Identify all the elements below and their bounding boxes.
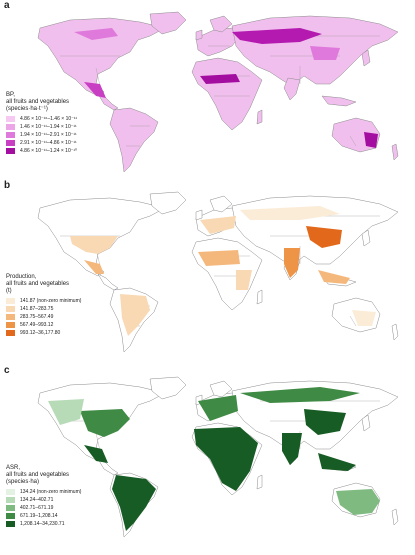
legend-swatch	[6, 505, 15, 511]
region-australia	[336, 489, 380, 515]
hotspot-china	[310, 46, 340, 60]
region-russia	[240, 206, 340, 220]
legend-label: 402.71–671.19	[20, 505, 54, 511]
region-east-africa	[236, 270, 252, 290]
hotspot-canada	[74, 28, 118, 40]
legend-item: 993.12–36,177.80	[6, 329, 81, 337]
hotspot-mexico	[84, 82, 106, 98]
legend-label: 1.94 × 10⁻¹¹–2.91 × 10⁻¹¹	[20, 132, 77, 138]
legend-swatch	[6, 298, 15, 304]
legend-swatch	[6, 132, 15, 138]
panel-label: b	[4, 180, 11, 191]
legend-item: 4.86 × 10⁻¹⁶–1.46 × 10⁻¹¹	[6, 115, 77, 123]
panel-label: a	[4, 0, 10, 11]
region-africa	[194, 427, 258, 491]
legend-item: 4.86 × 10⁻¹¹–1.24 × 10⁻¹⁰	[6, 147, 77, 155]
legend-item: 567.49–993.12	[6, 321, 81, 329]
legend-label: 141.87–283.75	[20, 306, 54, 312]
legend-swatch	[6, 521, 15, 527]
legend-item: 134.24–402.71	[6, 496, 81, 504]
hotspot-russia	[232, 28, 322, 44]
legend-swatch	[6, 140, 15, 146]
legend-label: 283.75–567.49	[20, 314, 54, 320]
legend-title: Production, all fruits and vegetables (t…	[6, 274, 70, 294]
legend-swatch	[6, 306, 15, 312]
legend-label: 134.24 (non-zero minimum)	[20, 489, 82, 495]
world-map	[37, 11, 399, 173]
legend-label: 567.49–993.12	[20, 322, 54, 328]
legend: ASR, all fruits and vegetables (species·…	[6, 465, 81, 528]
hotspot-west-africa	[200, 74, 240, 84]
legend-swatch	[6, 148, 15, 154]
region-india	[284, 248, 300, 278]
legend-item: 283.75–567.49	[6, 313, 81, 321]
legend-swatch	[6, 314, 15, 320]
legend-label: 1,208.14–34,230.71	[20, 521, 65, 527]
legend-item: 141.87–283.75	[6, 305, 81, 313]
region-europe	[198, 395, 238, 421]
legend-label: 141.87 (non-zero minimum)	[20, 298, 82, 304]
region-europe	[200, 216, 236, 234]
legend: BP, all fruits and vegetables (species·h…	[6, 92, 77, 155]
legend-item: 2.91 × 10⁻¹¹–4.86 × 10⁻¹¹	[6, 139, 77, 147]
legend-swatch	[6, 513, 15, 519]
hotspot-east-australia	[364, 132, 378, 148]
legend-swatch	[6, 124, 15, 130]
region-se-asia	[318, 453, 356, 471]
region-usa	[70, 236, 118, 254]
panel-label: c	[4, 365, 10, 376]
legend-item: 402.71–671.19	[6, 504, 81, 512]
legend-title: ASR, all fruits and vegetables (species·…	[6, 465, 70, 485]
legend-item: 1,208.14–34,230.71	[6, 520, 81, 528]
asr-regions	[48, 387, 380, 531]
legend-label: 4.86 × 10⁻¹⁶–1.46 × 10⁻¹¹	[20, 116, 78, 122]
production-regions	[70, 206, 376, 336]
legend-label: 134.24–402.71	[20, 497, 54, 503]
legend-label: 2.91 × 10⁻¹¹–4.86 × 10⁻¹¹	[20, 140, 77, 146]
region-north-america-west	[48, 399, 84, 425]
region-china	[304, 409, 346, 435]
legend-item: 1.46 × 10⁻¹¹–1.94 × 10⁻¹¹	[6, 123, 77, 131]
legend-label: 993.12–36,177.80	[20, 330, 61, 336]
legend-label: 4.86 × 10⁻¹¹–1.24 × 10⁻¹⁰	[20, 148, 78, 154]
region-australia	[352, 310, 376, 326]
legend-item: 134.24 (non-zero minimum)	[6, 488, 81, 496]
region-south-america	[112, 475, 156, 531]
region-south-america	[120, 294, 150, 336]
region-india	[282, 433, 302, 465]
hotspot-regions	[74, 28, 378, 148]
region-west-africa	[198, 250, 240, 266]
panel-c: c ASR, all fruits and vegetables (specie…	[0, 365, 415, 555]
legend-swatch	[6, 116, 15, 122]
land-outline	[37, 191, 399, 353]
region-mexico	[84, 445, 108, 463]
legend-item: 671.19–1,208.14	[6, 512, 81, 520]
legend-label: 671.19–1,208.14	[20, 513, 58, 519]
world-map	[37, 191, 399, 353]
world-map	[37, 376, 399, 538]
panel-b: b Production, all fruits and vegetables …	[0, 180, 415, 365]
legend-swatch	[6, 497, 15, 503]
region-russia	[240, 387, 360, 403]
legend-item: 1.94 × 10⁻¹¹–2.91 × 10⁻¹¹	[6, 131, 77, 139]
legend-swatch	[6, 489, 15, 495]
panel-a: a BP, all fruits and vegetables (species…	[0, 0, 415, 180]
legend-title: BP, all fruits and vegetables (species·h…	[6, 92, 70, 112]
region-china	[306, 226, 342, 248]
region-se-asia	[318, 270, 350, 284]
legend-item: 141.87 (non-zero minimum)	[6, 297, 81, 305]
legend-swatch	[6, 330, 15, 336]
region-mexico	[84, 260, 104, 274]
region-north-america-east	[80, 409, 130, 437]
legend-swatch	[6, 322, 15, 328]
legend: Production, all fruits and vegetables (t…	[6, 274, 81, 337]
legend-label: 1.46 × 10⁻¹¹–1.94 × 10⁻¹¹	[20, 124, 77, 130]
